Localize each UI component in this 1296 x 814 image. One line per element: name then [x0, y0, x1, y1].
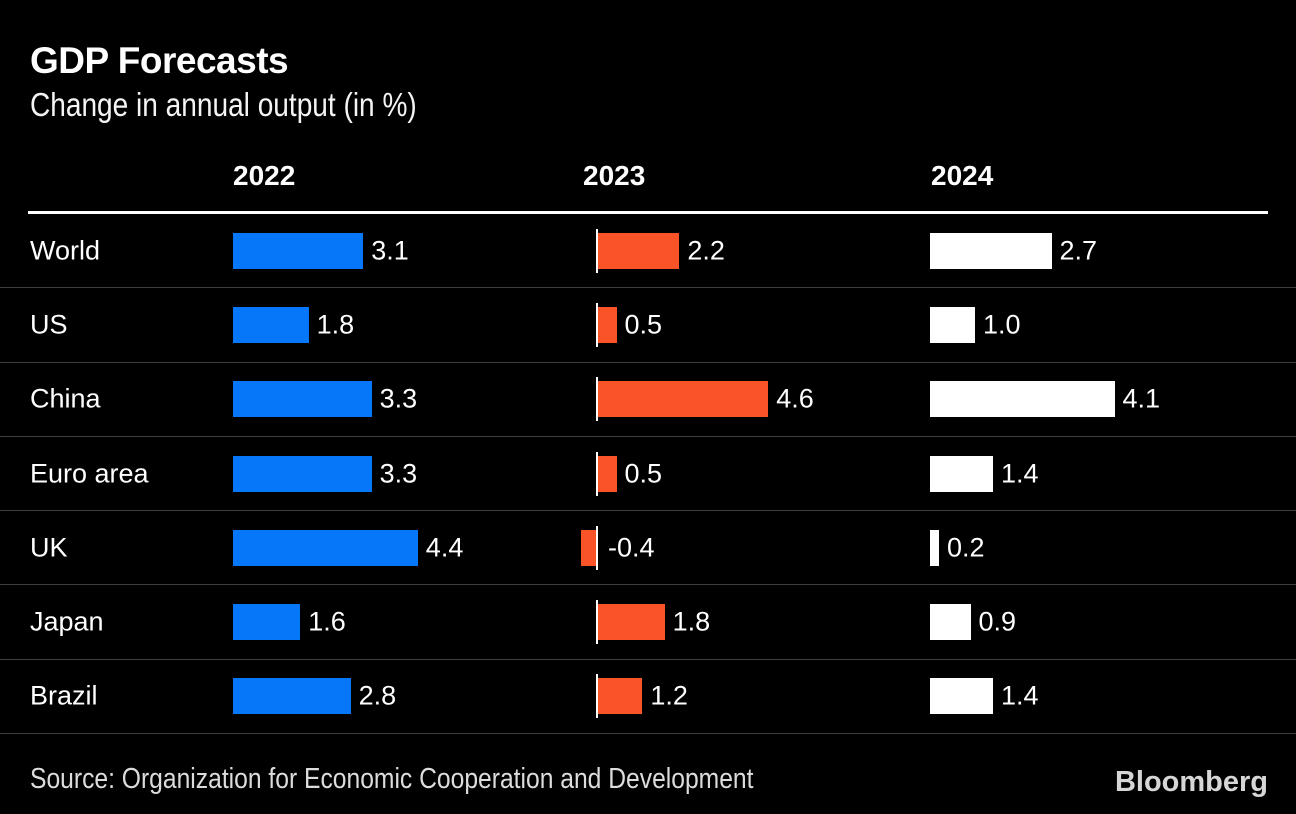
bar-2023 — [598, 232, 680, 269]
value-label-2023: 2.2 — [687, 235, 725, 266]
bar-2024 — [930, 529, 939, 566]
bar-2023 — [598, 604, 665, 641]
bar-2022 — [233, 529, 418, 566]
bar-2022 — [233, 678, 351, 715]
value-label-2022: 1.8 — [316, 309, 355, 340]
value-label-2022: 1.6 — [308, 606, 346, 637]
chart-rows: World 3.1 2.2 2.7 US 1.8 0.5 1.0 China 3.3 4.6 4.1 E… — [0, 214, 1296, 735]
value-label-2023: 0.5 — [624, 309, 663, 340]
page-subtitle: Change in annual output (in %) — [30, 86, 417, 123]
bar-2023 — [598, 678, 643, 715]
row-label: UK — [30, 532, 68, 563]
baseline-tick — [596, 600, 598, 645]
bar-2022 — [233, 232, 364, 269]
column-header-2023: 2023 — [583, 160, 646, 191]
column-header-2024: 2024 — [931, 160, 994, 191]
value-label-2023: 1.2 — [650, 680, 688, 711]
bar-2023 — [598, 381, 769, 418]
value-label-2024: 4.1 — [1122, 383, 1161, 414]
value-label-2024: 2.7 — [1059, 235, 1098, 266]
bar-2024 — [930, 455, 993, 492]
value-label-2023: 0.5 — [624, 458, 663, 489]
value-label-2024: 0.2 — [947, 532, 985, 563]
value-label-2022: 3.3 — [379, 383, 418, 414]
value-label-2022: 2.8 — [358, 680, 397, 711]
bar-2023 — [598, 306, 617, 343]
value-label-2022: 4.4 — [425, 532, 464, 563]
bar-2022 — [233, 306, 309, 343]
bar-2022 — [233, 455, 372, 492]
value-label-2023: -0.4 — [608, 532, 655, 563]
bloomberg-logo: Bloomberg — [1114, 766, 1268, 798]
column-header-2022: 2022 — [233, 160, 296, 191]
baseline-tick — [596, 674, 598, 719]
bar-2024 — [930, 306, 975, 343]
bar-2023 — [581, 529, 596, 566]
row-label: World — [30, 235, 101, 266]
baseline-tick — [596, 525, 598, 570]
baseline-tick — [596, 377, 598, 422]
table-row: China 3.3 4.6 4.1 — [0, 363, 1296, 437]
value-label-2024: 1.4 — [1001, 680, 1039, 711]
bar-2024 — [930, 232, 1052, 269]
value-label-2023: 1.8 — [672, 606, 711, 637]
table-row: World 3.1 2.2 2.7 — [0, 214, 1296, 289]
bar-2024 — [930, 678, 993, 715]
bar-2024 — [930, 381, 1115, 418]
value-label-2022: 3.1 — [371, 235, 409, 266]
value-label-2024: 1.0 — [983, 309, 1021, 340]
value-label-2022: 3.3 — [379, 458, 418, 489]
table-row: Brazil 2.8 1.2 1.4 — [0, 660, 1296, 735]
source-note: Source: Organization for Economic Cooper… — [30, 763, 754, 795]
bar-2022 — [233, 381, 372, 418]
baseline-tick — [596, 451, 598, 496]
row-label: China — [30, 383, 101, 414]
baseline-tick — [596, 302, 598, 347]
table-row: UK 4.4 -0.4 0.2 — [0, 511, 1296, 586]
value-label-2023: 4.6 — [776, 383, 814, 414]
bar-2024 — [930, 604, 971, 641]
bar-2023 — [598, 455, 617, 492]
value-label-2024: 1.4 — [1001, 458, 1039, 489]
value-label-2024: 0.9 — [978, 606, 1017, 637]
table-row: US 1.8 0.5 1.0 — [0, 288, 1296, 363]
row-label: US — [30, 309, 68, 340]
baseline-tick — [596, 228, 598, 273]
row-label: Japan — [30, 606, 104, 637]
table-row: Japan 1.6 1.8 0.9 — [0, 585, 1296, 660]
bar-2022 — [233, 604, 301, 641]
header-rule — [28, 211, 1268, 214]
table-row: Euro area 3.3 0.5 1.4 — [0, 437, 1296, 512]
page-title: GDP Forecasts — [30, 40, 289, 81]
row-label: Euro area — [30, 458, 149, 489]
row-label: Brazil — [30, 680, 98, 711]
